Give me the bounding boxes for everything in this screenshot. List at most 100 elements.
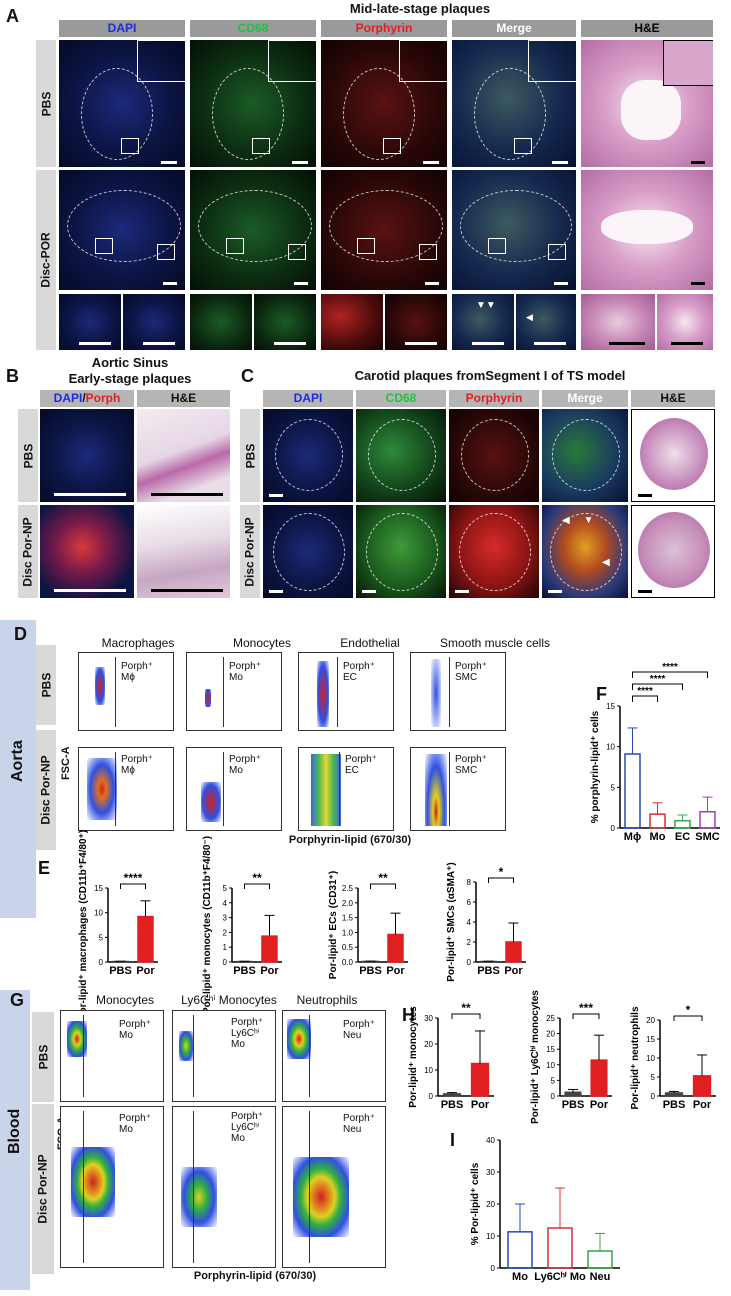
sig-bracket-H3 <box>673 1015 703 1021</box>
ylabel-E4: Por-lipid⁺ SMCs (αSMA⁺) <box>446 862 457 981</box>
row-header-pbs: PBS <box>36 40 56 167</box>
xcat-F-1: Mo <box>650 831 666 843</box>
micrograph-c-disc-dapi <box>263 505 353 598</box>
tick-label-H2-2: 10 <box>546 1061 555 1070</box>
xcat-F-2: EC <box>675 831 690 843</box>
tick-label-H3-1: 5 <box>651 1073 656 1082</box>
micrograph-a-zoom-porphyrin-2 <box>385 294 447 350</box>
ylabel-E3: Por-lipid⁺ ECs (CD31⁺) <box>328 871 339 979</box>
sig-label-H1: ** <box>461 1001 471 1015</box>
panel-e-letter: E <box>38 858 51 878</box>
tick-label-E3-5: 2.5 <box>342 884 354 893</box>
micrograph-a-disc-cd68 <box>190 170 316 290</box>
micrograph-a-disc-he <box>581 170 713 290</box>
micrograph-b-disc-dapi-porph <box>40 505 134 598</box>
row-header-c-pbs: PBS <box>240 409 260 502</box>
col-header-porphyrin: Porphyrin <box>321 20 447 37</box>
tick-label-E3-1: 0.5 <box>342 943 354 952</box>
col-header-c-cd68: CD68 <box>356 390 446 407</box>
tick-label-F-2: 10 <box>606 743 615 752</box>
panel-d-col-endothelial: Endothelial <box>340 636 400 650</box>
micrograph-c-pbs-porphyrin <box>449 409 539 502</box>
panel-d-col-smc: Smooth muscle cells <box>439 636 551 650</box>
tick-label-H2-0: 0 <box>551 1092 556 1101</box>
sig-bracket-H2 <box>572 1013 600 1019</box>
bar-H2-1 <box>590 1059 608 1097</box>
bar-E1-1 <box>137 915 154 963</box>
tick-label-E1-2: 10 <box>94 909 103 918</box>
bar-I-0 <box>507 1231 533 1269</box>
xcat-H1-0: PBS <box>441 1099 464 1111</box>
micrograph-a-zoom-cd68-1 <box>190 294 252 350</box>
sig-bracket-E4 <box>488 877 514 883</box>
tick-label-E4-0: 0 <box>467 958 472 967</box>
panel-d-xlabel: Porphyrin-lipid (670/30) <box>288 834 412 846</box>
row-header-g-disc: Disc Por-NP <box>32 1104 54 1274</box>
micrograph-a-pbs-porphyrin <box>321 40 447 167</box>
bar-H1-0 <box>442 1093 462 1097</box>
row-header-d-pbs: PBS <box>36 645 56 725</box>
tick-label-H2-1: 5 <box>551 1076 556 1085</box>
xcat-E3-0: PBS <box>359 965 382 977</box>
tick-label-E4-1: 2 <box>467 938 472 947</box>
flow-g-disc-monocytes: Porph⁺ Mo <box>60 1106 164 1268</box>
tick-label-E2-0: 0 <box>223 958 228 967</box>
ylabel-E1: Por-lipid⁺ macrophages (CD11b⁺F4/80⁺) <box>78 830 89 1020</box>
xcat-H2-1: Por <box>590 1099 609 1111</box>
flow-d-disc-endothelial: Porph⁺ EC <box>298 747 394 831</box>
tick-label-E1-3: 15 <box>94 884 103 893</box>
ylabel-F: % porphyrin-lipid⁺ cells <box>590 710 601 823</box>
micrograph-c-pbs-he <box>631 409 715 502</box>
flow-g-pbs-monocytes: Porph⁺ Mo <box>60 1010 164 1102</box>
bar-F-2 <box>674 819 691 829</box>
bar-H1-1 <box>470 1062 490 1097</box>
bar-F-1 <box>649 813 666 829</box>
col-header-he: H&E <box>581 20 713 37</box>
tick-label-H1-2: 20 <box>424 1040 433 1049</box>
tick-label-H3-3: 15 <box>646 1035 655 1044</box>
tick-label-H2-4: 20 <box>546 1030 555 1039</box>
ylabel-H2: Por-lipid⁺ Ly6Cʰⁱ monocytes <box>529 990 541 1124</box>
flow-d-pbs-endothelial: Porph⁺ EC <box>298 652 394 731</box>
col-header-dapi: DAPI <box>59 20 185 37</box>
tick-label-E3-3: 1.5 <box>342 914 354 923</box>
f-bracket-2 <box>632 671 708 678</box>
tick-label-H2-5: 25 <box>546 1014 555 1023</box>
tick-label-I-2: 20 <box>486 1200 495 1209</box>
micrograph-c-disc-cd68 <box>356 505 446 598</box>
xcat-H3-1: Por <box>693 1099 712 1111</box>
bar-H2-0 <box>564 1091 582 1097</box>
micrograph-c-pbs-cd68 <box>356 409 446 502</box>
xcat-H2-0: PBS <box>562 1099 585 1111</box>
tick-label-E2-3: 3 <box>223 914 228 923</box>
col-header-cd68: CD68 <box>190 20 316 37</box>
col-header-b-he: H&E <box>137 390 230 407</box>
xcat-F-3: SMC <box>695 831 720 843</box>
panel-c-letter: C <box>241 366 254 386</box>
col-header-c-dapi: DAPI <box>263 390 353 407</box>
tick-label-H3-4: 20 <box>646 1016 655 1025</box>
micrograph-a-zoom-merge-2: ◀ <box>516 294 576 350</box>
tick-label-H3-2: 10 <box>646 1054 655 1063</box>
sig-label-H2: *** <box>579 1001 593 1015</box>
ylabel-H1: Por-lipid⁺ monocytes <box>408 1006 419 1108</box>
tick-label-E1-1: 5 <box>99 933 104 942</box>
ylabel-I: % Por-lipid⁺ cells <box>470 1162 481 1245</box>
micrograph-b-pbs-dapi <box>40 409 134 502</box>
micrograph-b-pbs-he <box>137 409 230 502</box>
bar-E3-1 <box>387 933 404 963</box>
xcat-H1-1: Por <box>471 1099 490 1111</box>
sig-bracket-E3 <box>370 883 396 889</box>
sig-bracket-H1 <box>451 1013 481 1019</box>
panel-g-col-ly6c: Ly6Cʰⁱ Monocytes <box>181 993 277 1007</box>
xcat-E2-1: Por <box>260 965 279 977</box>
flow-d-disc-macrophages: Porph⁺ Mϕ <box>78 747 174 831</box>
ylabel-H3: Por-lipid⁺ neutrophils <box>630 1006 641 1109</box>
bar-H3-0 <box>664 1092 684 1097</box>
sig-label-E2: ** <box>252 871 262 885</box>
micrograph-a-pbs-dapi <box>59 40 185 167</box>
panel-d-col-macrophages: Macrophages <box>101 636 175 650</box>
micrograph-c-pbs-dapi <box>263 409 353 502</box>
xcat-I-1: Ly6Cʰⁱ Mo <box>534 1270 586 1283</box>
